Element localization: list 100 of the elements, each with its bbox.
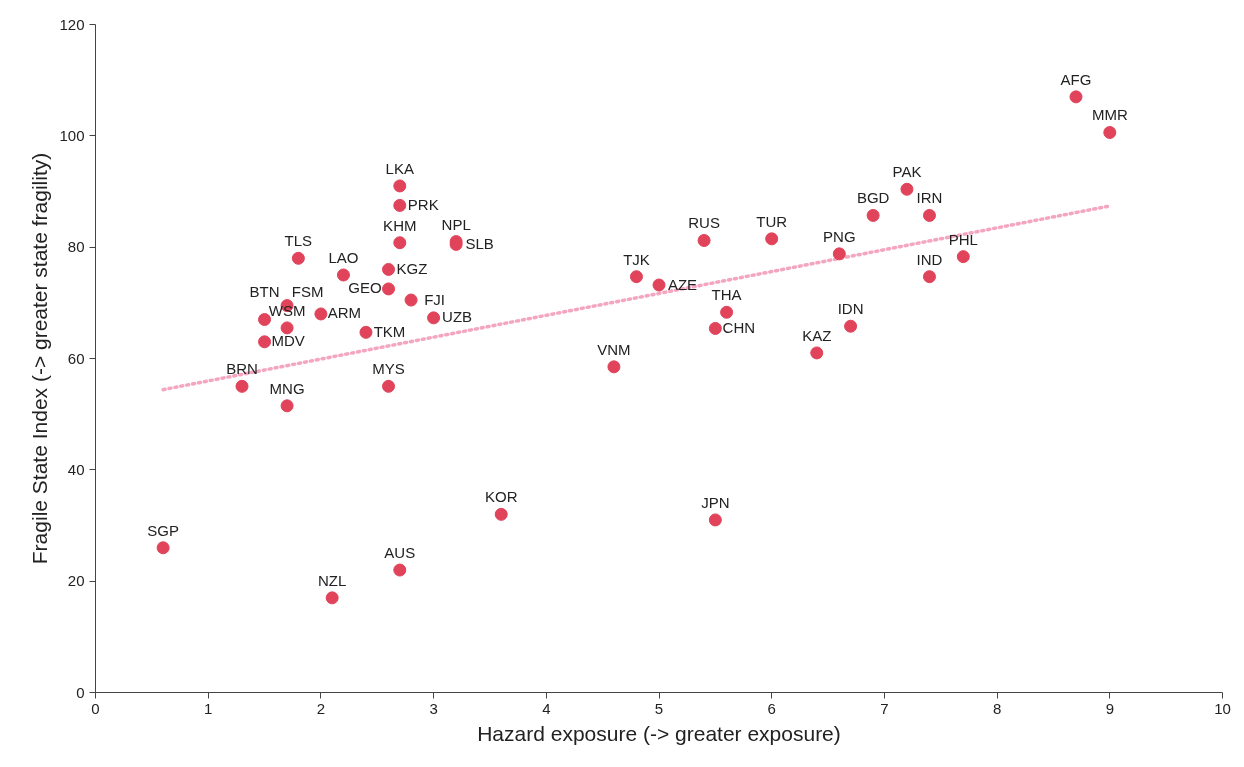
point bbox=[382, 262, 396, 276]
x-tick-label: 1 bbox=[204, 699, 213, 717]
annotation: IND bbox=[916, 250, 943, 268]
y-tick-label: 80 bbox=[67, 238, 85, 256]
annotation: IRN bbox=[916, 189, 943, 207]
point bbox=[382, 282, 396, 296]
point bbox=[922, 208, 936, 222]
annotation: CHN bbox=[722, 318, 756, 336]
annotation: ARM bbox=[327, 304, 362, 322]
x-tick-label: 4 bbox=[542, 699, 551, 717]
point bbox=[280, 399, 294, 413]
point bbox=[382, 379, 396, 393]
point bbox=[866, 208, 880, 222]
point bbox=[720, 305, 734, 319]
annotation: PHL bbox=[948, 230, 978, 248]
y-tick-label: 100 bbox=[59, 126, 85, 144]
annotation: GEO bbox=[348, 279, 382, 297]
point bbox=[708, 321, 722, 335]
annotation: NPL bbox=[441, 215, 471, 233]
x-tick-label: 8 bbox=[992, 699, 1002, 717]
annotation: IDN bbox=[837, 300, 864, 318]
annotation: AZE bbox=[667, 275, 698, 293]
point bbox=[708, 513, 722, 527]
annotation: WSM bbox=[268, 301, 306, 319]
point bbox=[844, 319, 858, 333]
annotation: NZL bbox=[318, 571, 347, 589]
annotation: BTN bbox=[249, 282, 280, 300]
annotation: LAO bbox=[328, 249, 359, 266]
point bbox=[956, 250, 970, 264]
annotation: VNM bbox=[597, 340, 631, 358]
point bbox=[359, 325, 373, 339]
annotation: AFG bbox=[1060, 70, 1092, 88]
annotation: MNG bbox=[269, 379, 305, 397]
point bbox=[427, 311, 441, 325]
point bbox=[314, 307, 328, 321]
annotation: TUR bbox=[756, 212, 788, 230]
point bbox=[832, 247, 846, 261]
point bbox=[810, 346, 824, 360]
point bbox=[336, 268, 350, 282]
annotation: LKA bbox=[385, 159, 414, 177]
point bbox=[325, 591, 339, 605]
annotation: PNG bbox=[823, 227, 856, 245]
x-axis-title: Hazard exposure (-> greater exposure) bbox=[477, 721, 841, 745]
annotation: MMR bbox=[1091, 106, 1128, 124]
point bbox=[1069, 90, 1083, 104]
x-tick-label: 2 bbox=[316, 699, 326, 717]
annotation: JPN bbox=[701, 493, 730, 511]
point bbox=[494, 507, 508, 521]
point bbox=[156, 541, 170, 555]
annotation: KAZ bbox=[802, 326, 832, 344]
point bbox=[697, 234, 711, 247]
y-tick-label: 60 bbox=[67, 349, 85, 367]
annotation: UZB bbox=[442, 308, 473, 326]
annotation: KGZ bbox=[396, 259, 428, 277]
point bbox=[258, 335, 272, 349]
point bbox=[922, 270, 936, 284]
annotation: FSM bbox=[291, 282, 324, 300]
annotation: KHM bbox=[383, 216, 417, 234]
annotation: TJK bbox=[623, 250, 650, 268]
annotation: KOR bbox=[484, 488, 518, 506]
annotation: SLB bbox=[465, 234, 494, 252]
x-tick-label: 10 bbox=[1214, 699, 1231, 717]
annotation: TKM bbox=[373, 322, 406, 340]
x-tick-label: 7 bbox=[880, 699, 889, 717]
point bbox=[280, 321, 294, 335]
annotation: MDV bbox=[271, 332, 305, 350]
point bbox=[629, 270, 643, 284]
annotation: BGD bbox=[856, 189, 890, 207]
y-tick-label: 120 bbox=[59, 15, 85, 33]
annotation: TLS bbox=[284, 232, 313, 250]
y-tick-label: 40 bbox=[67, 460, 85, 478]
point bbox=[607, 360, 621, 374]
annotation: FJI bbox=[424, 290, 445, 308]
y-tick-label: 20 bbox=[67, 572, 85, 590]
annotation: MYS bbox=[372, 360, 405, 378]
x-tick-label: 0 bbox=[91, 699, 100, 717]
annotation: PAK bbox=[892, 163, 922, 181]
x-tick-label: 6 bbox=[767, 699, 776, 717]
point bbox=[900, 182, 914, 196]
annotation: RUS bbox=[688, 214, 720, 232]
y-tick-label: 0 bbox=[76, 683, 85, 701]
point bbox=[393, 236, 407, 250]
point bbox=[765, 232, 779, 246]
annotation: PRK bbox=[407, 195, 439, 213]
point bbox=[393, 179, 407, 193]
point bbox=[235, 379, 249, 393]
annotation: SGP bbox=[147, 521, 179, 539]
y-axis-title: Fragile State Index (-> greater state fragility) bbox=[28, 152, 52, 565]
annotation: AUS bbox=[384, 544, 416, 562]
annotation: BRN bbox=[226, 360, 258, 378]
point bbox=[652, 278, 666, 292]
point bbox=[393, 563, 407, 577]
x-tick-label: 5 bbox=[654, 699, 664, 717]
point bbox=[393, 198, 407, 212]
x-tick-label: 9 bbox=[1105, 699, 1114, 717]
point bbox=[291, 251, 305, 265]
annotation: THA bbox=[711, 286, 742, 304]
point bbox=[404, 293, 418, 307]
x-tick-label: 3 bbox=[429, 699, 438, 717]
point bbox=[1103, 126, 1117, 139]
